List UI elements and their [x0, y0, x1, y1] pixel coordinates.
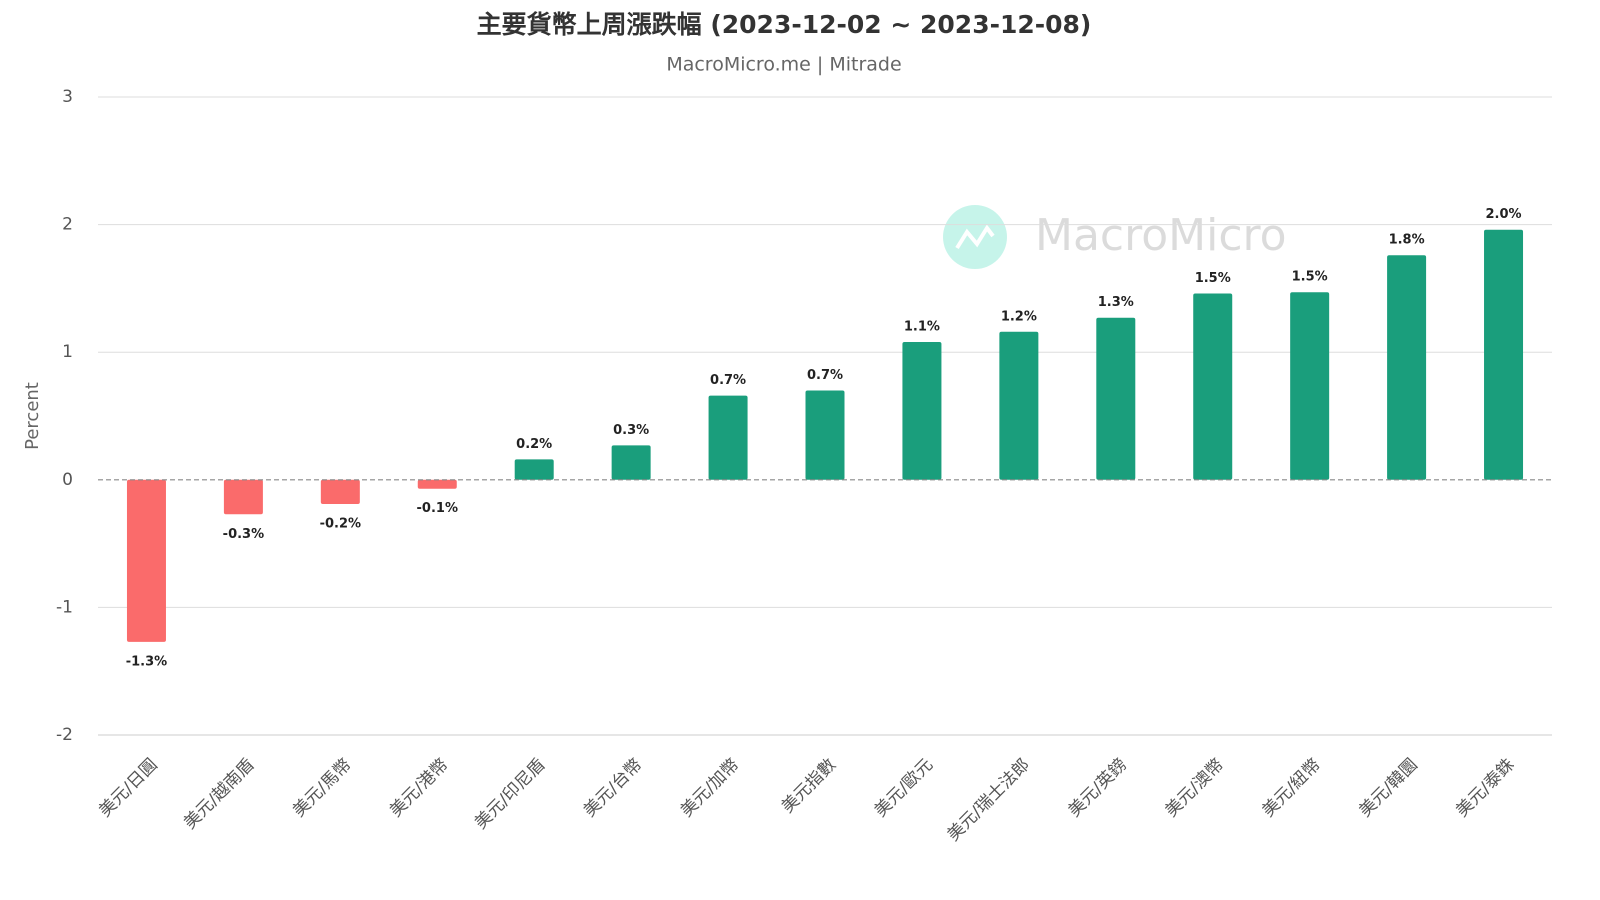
y-tick-label: 0	[62, 470, 73, 490]
bar	[902, 341, 942, 480]
y-tick-label: 1	[62, 342, 73, 362]
x-tick-label: 美元/港幣	[386, 755, 452, 821]
x-tick-label: 美元/加幣	[677, 755, 743, 821]
y-tick-label: 2	[62, 215, 73, 235]
x-tick-label: 美元/韓圜	[1355, 755, 1421, 821]
x-tick-label: 美元指數	[778, 755, 840, 817]
data-label: 1.5%	[1195, 271, 1231, 286]
bar	[1096, 317, 1136, 480]
data-label: -0.2%	[320, 517, 361, 532]
bar	[514, 459, 554, 480]
bar	[126, 479, 166, 642]
data-label: -0.1%	[417, 501, 458, 516]
watermark: MacroMicro	[1035, 210, 1287, 261]
x-tick-label: 美元/歐元	[871, 755, 937, 821]
x-tick-label: 美元/泰銖	[1452, 755, 1518, 821]
watermark-icon-line	[955, 224, 995, 250]
watermark-icon	[943, 205, 1007, 269]
y-tick-label: -2	[56, 725, 73, 745]
bar	[1290, 292, 1330, 480]
bar	[999, 331, 1039, 480]
x-tick-label: 美元/澳幣	[1162, 755, 1228, 821]
bar	[805, 390, 845, 480]
bar	[1193, 293, 1233, 480]
data-label: 1.2%	[1001, 309, 1037, 324]
y-tick-label: -1	[56, 597, 73, 617]
data-label: 1.5%	[1292, 270, 1328, 285]
chart-title: 主要貨幣上周漲跌幅 (2023-12-02 ~ 2023-12-08)	[477, 10, 1092, 39]
data-label: -1.3%	[126, 654, 167, 669]
bar	[708, 395, 748, 480]
y-axis-label: Percent	[22, 382, 43, 450]
bar	[1484, 229, 1524, 480]
x-tick-label: 美元/英鎊	[1065, 755, 1131, 821]
x-tick-label: 美元/日圓	[95, 755, 161, 821]
watermark-group: MacroMicro	[943, 205, 1287, 269]
x-tick-label: 美元/馬幣	[289, 755, 355, 821]
bar	[417, 479, 457, 489]
data-label: -0.3%	[223, 527, 264, 542]
data-label: 0.7%	[807, 368, 843, 383]
x-tick-label: 美元/瑞士法郎	[944, 755, 1034, 845]
data-label: 0.2%	[516, 437, 552, 452]
x-tick-label: 美元/越南盾	[180, 755, 258, 833]
chart-subtitle: MacroMicro.me | Mitrade	[666, 54, 901, 76]
bar	[320, 479, 360, 505]
bar	[223, 479, 263, 515]
data-label: 2.0%	[1486, 207, 1522, 222]
data-label: 1.8%	[1389, 233, 1425, 248]
x-tick-label: 美元/台幣	[580, 755, 646, 821]
bar	[611, 445, 651, 480]
x-tick-label: 美元/紐幣	[1258, 755, 1324, 821]
y-tick-label: 3	[62, 87, 73, 107]
data-label: 0.7%	[710, 373, 746, 388]
x-tick-label: 美元/印尼盾	[471, 755, 549, 833]
data-label: 1.1%	[904, 319, 940, 334]
data-label: 0.3%	[613, 423, 649, 438]
data-label: 1.3%	[1098, 295, 1134, 310]
bar	[1387, 255, 1427, 480]
